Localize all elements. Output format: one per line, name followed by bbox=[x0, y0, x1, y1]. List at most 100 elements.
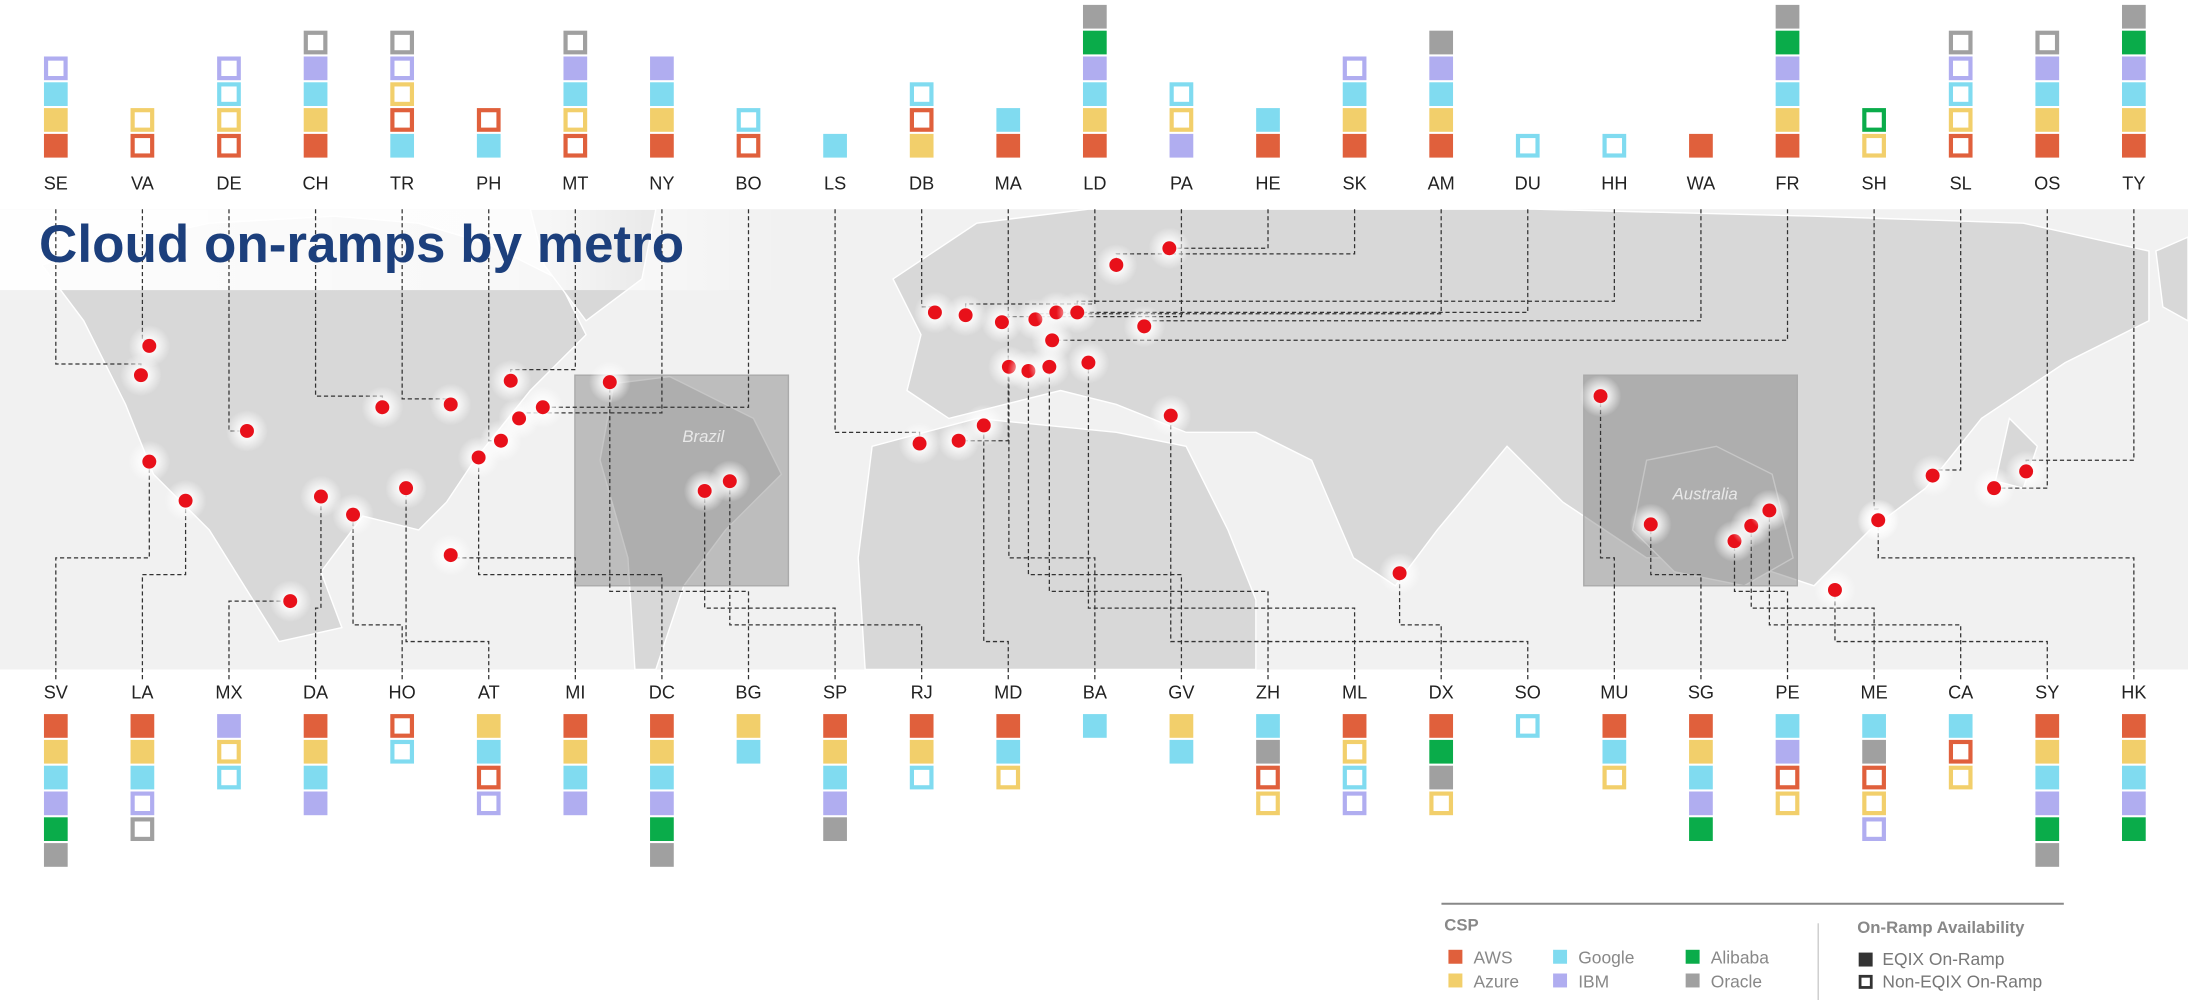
leader-line bbox=[1048, 366, 1269, 680]
onramp-square bbox=[1429, 739, 1454, 764]
onramp-square bbox=[909, 133, 934, 158]
metro-dot bbox=[512, 411, 527, 426]
leader-line bbox=[1750, 525, 1875, 680]
metro-code: SO bbox=[1515, 683, 1541, 703]
onramp-square bbox=[650, 791, 674, 816]
onramp-square bbox=[43, 765, 68, 790]
leader-line bbox=[314, 496, 322, 680]
metro-dot bbox=[142, 338, 157, 353]
legend-swatch bbox=[1685, 973, 1700, 988]
onramp-square bbox=[909, 739, 934, 764]
metro-code: BO bbox=[735, 174, 761, 194]
onramp-square bbox=[823, 765, 847, 790]
onramp-square bbox=[909, 82, 934, 106]
onramp-square bbox=[650, 108, 674, 132]
onramp-square bbox=[2121, 82, 2146, 106]
onramp-square bbox=[303, 714, 328, 738]
onramp-square bbox=[390, 56, 415, 81]
onramp-square bbox=[1429, 714, 1454, 738]
onramp-square bbox=[736, 714, 761, 738]
leader-line bbox=[1087, 362, 1356, 680]
onramp-square bbox=[909, 714, 934, 738]
metro-code: ZH bbox=[1256, 683, 1280, 703]
metro-dot bbox=[958, 308, 973, 323]
legend-label: Oracle bbox=[1711, 971, 1762, 991]
metro-columns: SE VA DE CH TR PH MT NY BO LS DB MA LD PA HE SK AM DU HH WA… bbox=[43, 4, 2146, 867]
onramp-square bbox=[996, 108, 1021, 132]
leader-line bbox=[1834, 589, 2048, 680]
metro-code: MX bbox=[215, 683, 242, 703]
metro-dot bbox=[1081, 355, 1096, 370]
metro-code: ML bbox=[1342, 683, 1367, 703]
metro-dot bbox=[178, 493, 193, 508]
onramp-square bbox=[390, 739, 415, 764]
legend-label: AWS bbox=[1474, 948, 1513, 968]
onramp-square bbox=[217, 739, 241, 764]
onramp-square bbox=[563, 714, 588, 738]
onramp-square bbox=[1948, 739, 1973, 764]
onramp-square bbox=[476, 791, 501, 816]
onramp-square bbox=[2035, 843, 2060, 867]
onramp-square bbox=[1169, 108, 1194, 132]
metro-dot bbox=[912, 436, 927, 451]
metro-dot bbox=[503, 373, 518, 388]
metro-code: OS bbox=[2034, 174, 2060, 194]
metro-code: FR bbox=[1775, 174, 1799, 194]
onramp-square bbox=[1689, 714, 1713, 738]
metro-code: TY bbox=[2122, 174, 2145, 194]
onramp-square bbox=[1082, 4, 1107, 29]
onramp-square bbox=[2035, 30, 2060, 55]
onramp-square bbox=[2035, 791, 2060, 816]
metro-code: LS bbox=[824, 174, 846, 194]
metro-code: MT bbox=[562, 174, 588, 194]
metro-code: SP bbox=[823, 683, 847, 703]
onramp-square bbox=[1775, 133, 1800, 158]
onramp-square bbox=[1775, 30, 1800, 55]
metro-code: DB bbox=[909, 174, 934, 194]
onramp-square bbox=[736, 739, 761, 764]
title-backdrop bbox=[0, 209, 782, 291]
onramp-square bbox=[1256, 765, 1280, 790]
onramp-square bbox=[1862, 765, 1886, 790]
metro-dot bbox=[375, 400, 390, 415]
legend-swatch bbox=[1448, 949, 1463, 964]
onramp-square bbox=[2121, 56, 2146, 81]
onramp-square bbox=[476, 739, 501, 764]
onramp-square bbox=[1342, 739, 1367, 764]
metro-dot bbox=[283, 594, 298, 609]
onramp-square bbox=[650, 56, 674, 81]
onramp-square bbox=[1948, 108, 1973, 132]
onramp-square bbox=[1948, 714, 1973, 738]
map-label: Australia bbox=[1672, 484, 1738, 503]
leader-line bbox=[1599, 396, 1615, 680]
metro-dot bbox=[1070, 305, 1085, 320]
legend-label: Azure bbox=[1474, 971, 1520, 991]
metro-dot bbox=[493, 433, 508, 448]
onramp-square bbox=[1775, 791, 1800, 816]
metro-dot bbox=[1643, 517, 1658, 532]
onramp-square bbox=[1948, 133, 1973, 158]
onramp-square bbox=[2121, 791, 2146, 816]
metro-dot bbox=[2019, 464, 2034, 479]
world-map bbox=[0, 208, 2188, 671]
metro-code: MI bbox=[565, 683, 585, 703]
onramp-square bbox=[217, 82, 241, 106]
legend-title: On-Ramp Availability bbox=[1857, 918, 2025, 937]
onramp-square bbox=[2035, 82, 2060, 106]
onramp-square bbox=[996, 765, 1021, 790]
onramp-square bbox=[217, 765, 241, 790]
leader-line bbox=[1733, 541, 1789, 680]
metro-code: LD bbox=[1083, 174, 1106, 194]
onramp-square bbox=[476, 714, 501, 738]
onramp-square bbox=[2121, 817, 2146, 842]
metro-code: AM bbox=[1428, 174, 1455, 194]
onramp-square bbox=[2121, 30, 2146, 55]
metro-code: RJ bbox=[911, 683, 933, 703]
onramp-square bbox=[1689, 739, 1713, 764]
metro-code: LA bbox=[131, 683, 154, 703]
onramp-square bbox=[563, 82, 588, 106]
metro-dot bbox=[1925, 468, 1940, 483]
onramp-square bbox=[217, 108, 241, 132]
onramp-square bbox=[2121, 714, 2146, 738]
